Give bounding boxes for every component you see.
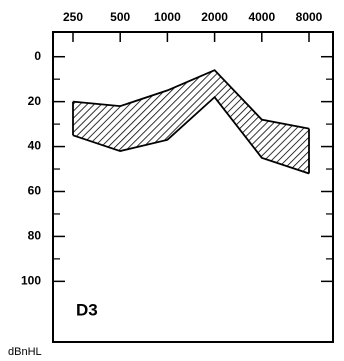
y-tick-label: 40: [28, 139, 42, 153]
band-edge: [72, 69, 310, 130]
annotation: D3: [76, 300, 98, 319]
y-axis-label: dBnHL: [8, 346, 42, 358]
y-tick-label: 60: [28, 184, 42, 198]
band-edge: [72, 95, 310, 175]
y-tick-label: 80: [28, 229, 42, 243]
x-tick-label: 8000: [296, 10, 323, 24]
y-tick-label: 20: [28, 94, 42, 108]
x-tick-label: 1000: [154, 10, 181, 24]
plot-frame: [52, 31, 334, 343]
x-tick-label: 2000: [201, 10, 228, 24]
x-tick-label: 250: [63, 10, 83, 24]
x-tick-label: 4000: [248, 10, 275, 24]
x-tick-label: 500: [110, 10, 130, 24]
y-tick-label: 100: [21, 274, 41, 288]
y-tick-label: 0: [34, 49, 41, 63]
